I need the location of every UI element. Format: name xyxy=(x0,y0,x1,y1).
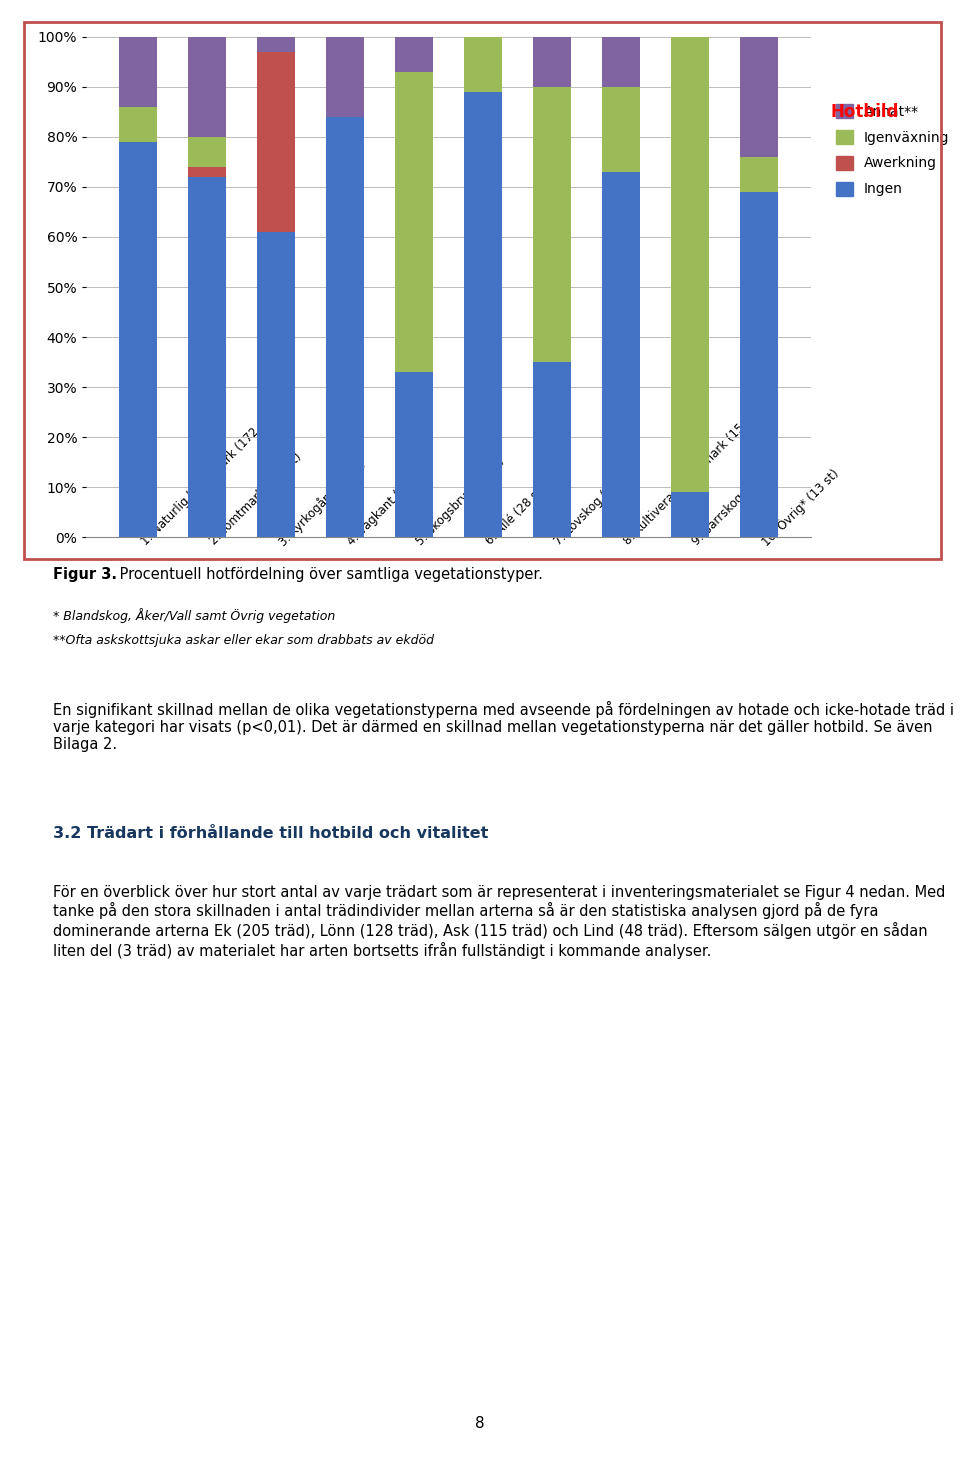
Bar xyxy=(602,37,640,87)
Bar xyxy=(465,91,502,537)
Bar xyxy=(602,172,640,537)
Bar xyxy=(465,37,502,91)
Text: **Ofta askskottsjuka askar eller ekar som drabbats av ekdöd: **Ofta askskottsjuka askar eller ekar so… xyxy=(53,634,434,648)
Bar xyxy=(534,87,571,362)
Bar xyxy=(602,87,640,172)
Bar xyxy=(671,492,709,537)
Text: För en överblick över hur stort antal av varje trädart som är representerat i in: För en överblick över hur stort antal av… xyxy=(53,885,946,960)
Bar xyxy=(396,37,433,72)
Text: Figur 3.: Figur 3. xyxy=(53,567,117,581)
Bar xyxy=(671,37,709,492)
Bar xyxy=(119,141,157,537)
Bar xyxy=(534,362,571,537)
Bar xyxy=(257,37,296,52)
Bar xyxy=(396,72,433,372)
Bar xyxy=(740,191,779,537)
Bar xyxy=(257,233,296,537)
Bar xyxy=(119,107,157,141)
Text: * Blandskog, Åker/Vall samt Övrig vegetation: * Blandskog, Åker/Vall samt Övrig vegeta… xyxy=(53,608,335,623)
Bar xyxy=(257,52,296,233)
Text: 8: 8 xyxy=(475,1416,485,1431)
Text: 3.2 Trädart i förhållande till hotbild och vitalitet: 3.2 Trädart i förhållande till hotbild o… xyxy=(53,826,489,841)
Bar xyxy=(188,37,227,137)
Bar xyxy=(119,37,157,107)
Bar xyxy=(396,372,433,537)
Bar xyxy=(326,37,364,116)
Text: En signifikant skillnad mellan de olika vegetationstyperna med avseende på förde: En signifikant skillnad mellan de olika … xyxy=(53,701,954,752)
Bar xyxy=(188,166,227,177)
Text: Hotbild: Hotbild xyxy=(830,103,899,121)
Bar xyxy=(740,158,779,191)
Bar xyxy=(188,177,227,537)
Bar xyxy=(534,37,571,87)
Text: Procentuell hotfördelning över samtliga vegetationstyper.: Procentuell hotfördelning över samtliga … xyxy=(115,567,543,581)
Bar xyxy=(326,116,364,537)
Bar xyxy=(740,37,779,158)
Legend: Annat**, Igenväxning, Awerkning, Ingen: Annat**, Igenväxning, Awerkning, Ingen xyxy=(836,105,949,196)
Bar xyxy=(188,137,227,166)
